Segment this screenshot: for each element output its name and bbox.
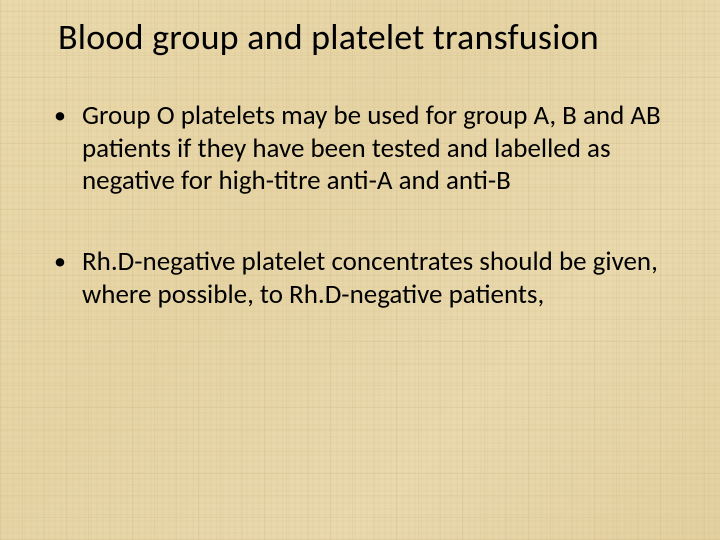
bullet-item: Group O platelets may be used for group …	[46, 100, 670, 199]
slide: Blood group and platelet transfusion Gro…	[0, 0, 720, 540]
bullet-list: Group O platelets may be used for group …	[46, 100, 670, 313]
slide-title: Blood group and platelet transfusion	[58, 18, 680, 58]
bullet-item: Rh.D-negative platelet concentrates shou…	[46, 246, 670, 312]
